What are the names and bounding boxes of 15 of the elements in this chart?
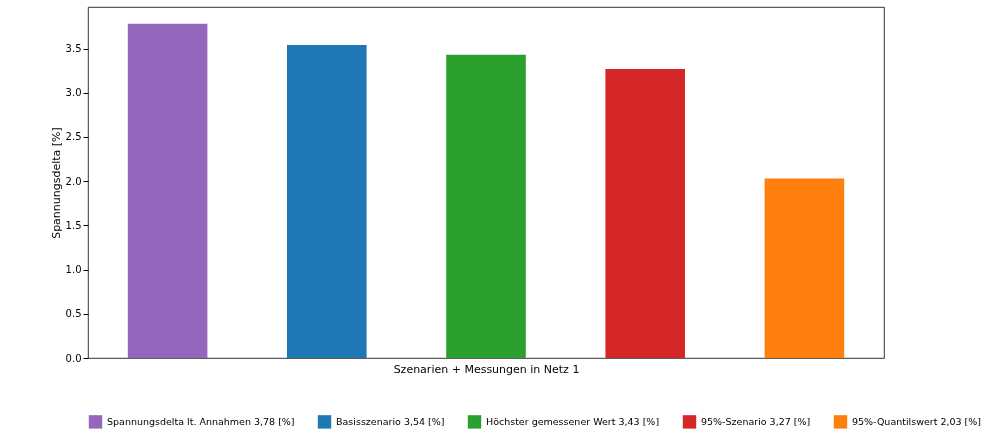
legend-label: Basisszenario 3,54 [%] [336,415,445,427]
y-axis-title: Spannungsdelta [%] [49,127,63,239]
y-tick-label: 0.5 [65,308,82,320]
legend-label: 95%-Quantilswert 2,03 [%] [852,415,982,427]
y-tick-label: 1.0 [65,264,82,276]
y-tick-label: 2.5 [65,131,82,143]
y-tick-label: 3.0 [65,87,82,99]
y-tick-label: 3.5 [65,43,82,55]
y-tick-label: 0.0 [65,352,82,364]
y-tick-label: 2.0 [65,175,82,187]
legend-label: Höchster gemessener Wert 3,43 [%] [486,415,660,427]
y-tick-label: 1.5 [65,219,82,231]
legend-label: Spannungsdelta lt. Annahmen 3,78 [%] [107,415,295,427]
x-axis-title: Szenarien + Messungen in Netz 1 [393,362,580,376]
legend-label: 95%-Szenario 3,27 [%] [701,415,811,427]
